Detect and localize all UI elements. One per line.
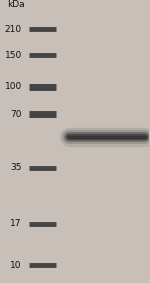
Text: kDa: kDa bbox=[7, 0, 25, 9]
Text: 70: 70 bbox=[10, 110, 22, 119]
Text: 100: 100 bbox=[5, 82, 22, 91]
Text: 35: 35 bbox=[10, 164, 22, 172]
Text: 10: 10 bbox=[10, 261, 22, 269]
Text: 17: 17 bbox=[10, 219, 22, 228]
Text: 210: 210 bbox=[5, 25, 22, 34]
Text: 150: 150 bbox=[5, 51, 22, 60]
